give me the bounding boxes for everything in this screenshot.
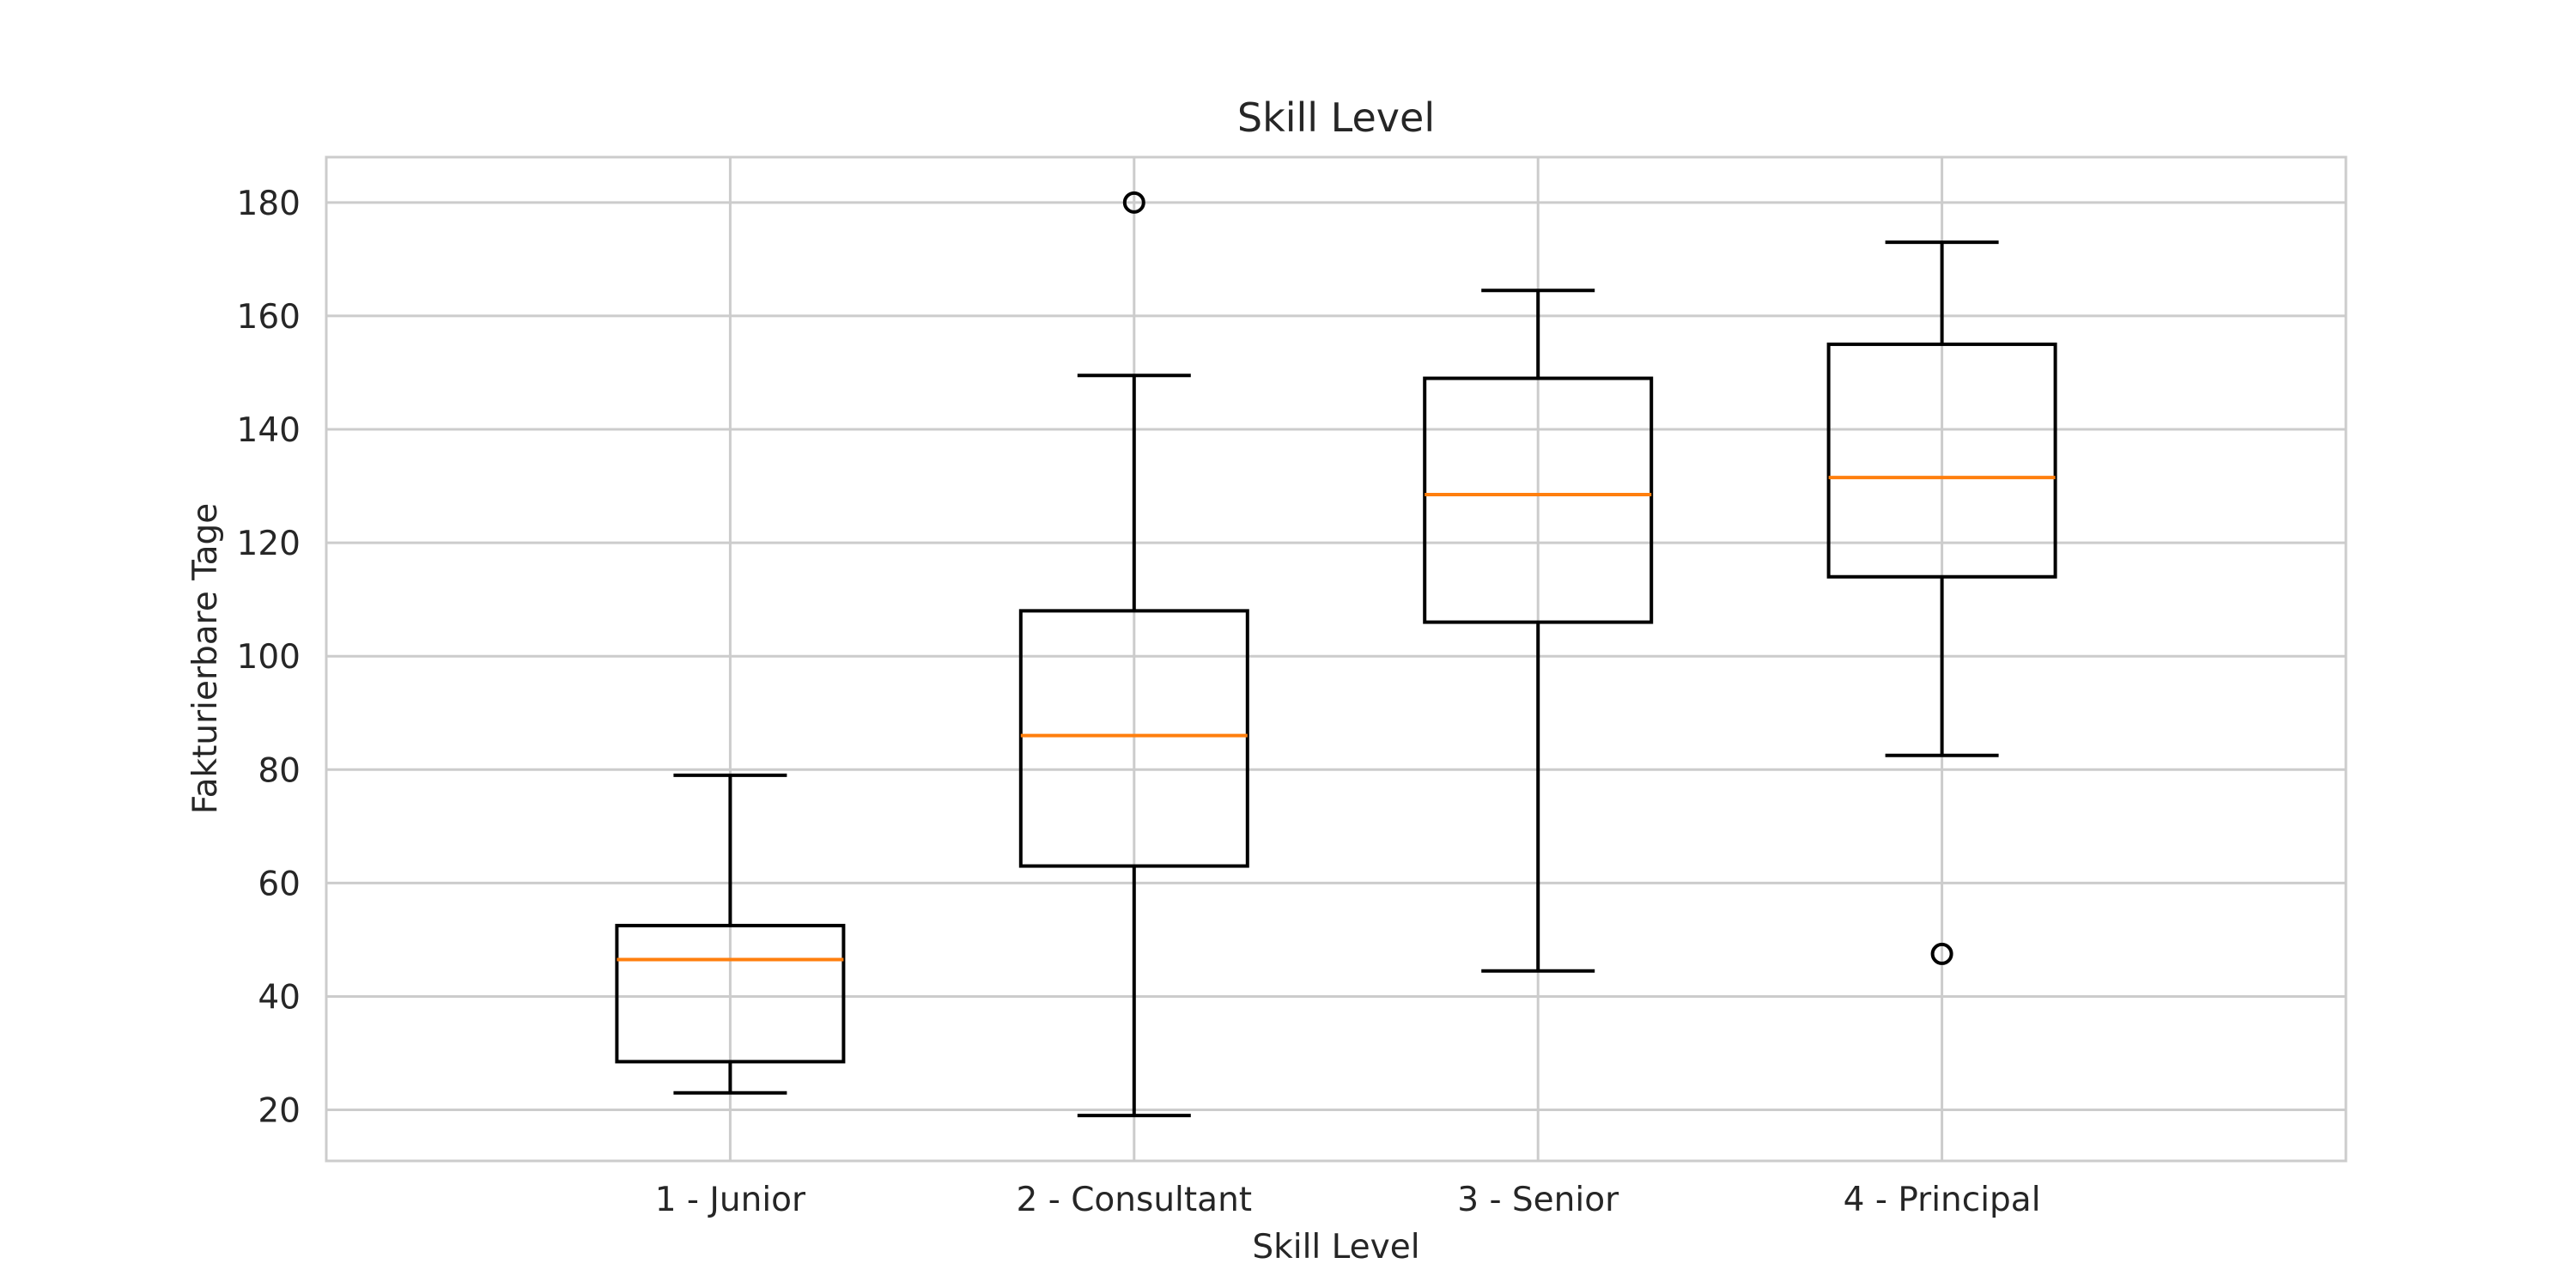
box-2 (1018, 191, 1249, 1118)
x-tick-label: 3 - Senior (1457, 1181, 1619, 1219)
outlier-point (1122, 191, 1145, 214)
x-tick-label: 1 - Junior (655, 1181, 806, 1219)
iqr-box (1826, 342, 2057, 579)
x-tick-label: 2 - Consultant (1017, 1181, 1253, 1219)
grid-layer (326, 157, 2346, 1161)
x-tick-label: 4 - Principal (1844, 1181, 2041, 1219)
box-4 (1826, 240, 2057, 965)
ticks-layer: 20 40 60 80 100 120 140 160 180 1 - Junior 2 - Con… (237, 185, 2041, 1219)
boxes-layer (615, 191, 2057, 1118)
y-tick-label: 180 (237, 185, 301, 223)
plot-frame (325, 155, 2348, 1163)
y-tick-label: 120 (237, 525, 301, 563)
y-tick-label: 80 (258, 751, 301, 790)
y-tick-label: 40 (258, 978, 301, 1017)
outlier-point (1930, 942, 1953, 965)
chart-title: Skill Level (1237, 94, 1435, 141)
iqr-box (1018, 609, 1249, 868)
y-tick-label: 160 (237, 298, 301, 337)
y-tick-label: 20 (258, 1092, 301, 1131)
y-tick-label: 140 (237, 411, 301, 450)
iqr-box (615, 923, 846, 1064)
iqr-box (1423, 376, 1654, 624)
x-axis-label: Skill Level (1252, 1228, 1419, 1267)
box-1 (615, 773, 846, 1095)
y-tick-label: 100 (237, 638, 301, 677)
y-tick-label: 60 (258, 865, 301, 903)
y-axis-label: Fakturierbare Tage (186, 503, 225, 814)
box-3 (1423, 289, 1654, 973)
